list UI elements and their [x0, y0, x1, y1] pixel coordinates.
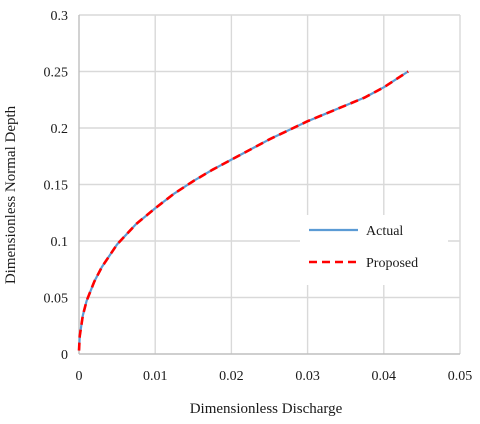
y-tick-label: 0.3 [51, 9, 69, 24]
y-tick-label: 0.05 [44, 292, 69, 307]
tick-layer: 0 0.05 0.1 0.15 0.2 0.25 0.3 0 0.01 0.02 0.03 0.04 0… [44, 9, 473, 384]
legend-background [300, 215, 448, 285]
axes-layer [78, 15, 460, 355]
y-tick-label: 0.25 [44, 66, 69, 81]
grid-layer [79, 14, 461, 354]
y-tick-label: 0 [61, 348, 68, 363]
series-layer [77, 70, 409, 351]
y-axis-title: Dimensionless Normal Depth [3, 105, 19, 284]
series-line-proposed [77, 70, 409, 351]
legend-label-actual: Actual [366, 224, 403, 239]
legend: Actual Proposed [300, 215, 448, 285]
x-tick-label: 0.05 [448, 369, 473, 384]
x-tick-label: 0.04 [372, 369, 397, 384]
y-tick-label: 0.1 [51, 235, 69, 250]
y-tick-label: 0.2 [51, 122, 69, 137]
y-tick-label: 0.15 [44, 179, 69, 194]
series-line-actual [77, 70, 409, 351]
legend-label-proposed: Proposed [366, 256, 418, 271]
x-axis-title: Dimensionless Discharge [190, 401, 343, 417]
x-tick-label: 0 [76, 369, 83, 384]
x-tick-label: 0.02 [219, 369, 244, 384]
x-tick-label: 0.03 [295, 369, 320, 384]
x-tick-label: 0.01 [143, 369, 168, 384]
